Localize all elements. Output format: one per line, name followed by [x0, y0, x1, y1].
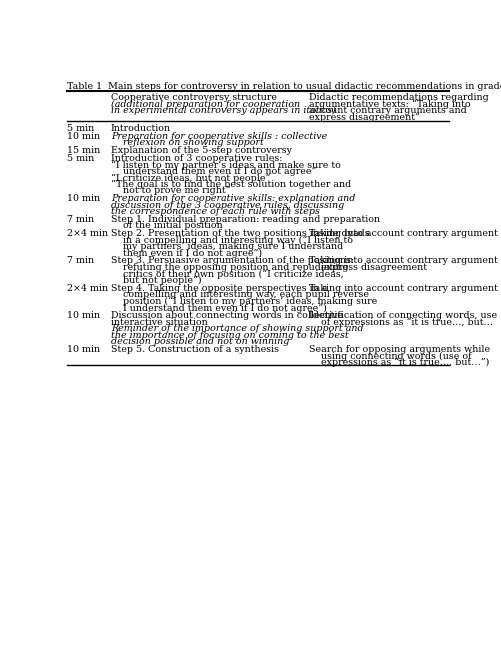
Text: Introduction: Introduction — [111, 124, 170, 133]
Text: Step 1. Individual preparation: reading and preparation: Step 1. Individual preparation: reading … — [111, 215, 379, 224]
Text: “The goal is to find the best solution together and: “The goal is to find the best solution t… — [111, 180, 350, 189]
Text: of the initial position: of the initial position — [111, 222, 222, 230]
Text: Preparation for cooperative skills: explanation and: Preparation for cooperative skills: expl… — [111, 194, 355, 203]
Text: argumentative texts: “Taking into: argumentative texts: “Taking into — [309, 100, 470, 109]
Text: Identification of connecting words, use: Identification of connecting words, use — [309, 311, 496, 320]
Text: understand them even if I do not agree”: understand them even if I do not agree” — [111, 167, 316, 176]
Text: in a compelling and interesting way (“I listen to: in a compelling and interesting way (“I … — [111, 236, 352, 245]
Text: 10 min: 10 min — [67, 345, 100, 354]
Text: but not people”): but not people”) — [111, 276, 201, 286]
Text: Taking into account contrary argument: Taking into account contrary argument — [309, 284, 497, 293]
Text: in experimental controversy appears in italics): in experimental controversy appears in i… — [111, 106, 335, 115]
Text: Step 2. Presentation of the two positions inside dyads: Step 2. Presentation of the two position… — [111, 229, 369, 238]
Text: Introduction of 3 cooperative rules:: Introduction of 3 cooperative rules: — [111, 154, 282, 163]
Text: 10 min: 10 min — [67, 311, 100, 320]
Text: express disagreement”: express disagreement” — [309, 113, 419, 122]
Text: not to prove me right”: not to prove me right” — [111, 186, 230, 196]
Text: 10 min: 10 min — [67, 132, 100, 141]
Text: the correspondence of each rule with steps: the correspondence of each rule with ste… — [111, 207, 319, 216]
Text: 5 min: 5 min — [67, 154, 95, 163]
Text: “I listen to my partner’s ideas and make sure to: “I listen to my partner’s ideas and make… — [111, 160, 340, 170]
Text: using connecting words (use of: using connecting words (use of — [309, 351, 471, 361]
Text: account contrary arguments and: account contrary arguments and — [309, 106, 466, 115]
Text: compelling and interesting way, each pupil reverse: compelling and interesting way, each pup… — [111, 290, 368, 299]
Text: 7 min: 7 min — [67, 215, 94, 224]
Text: I understand them even if I do not agree”): I understand them even if I do not agree… — [111, 303, 326, 312]
Text: Step 5. Construction of a synthesis: Step 5. Construction of a synthesis — [111, 345, 278, 354]
Text: critics of their own position (“I criticize ideas,: critics of their own position (“I critic… — [111, 269, 343, 279]
Text: discussion of the 3 cooperative rules, discussing: discussion of the 3 cooperative rules, d… — [111, 201, 343, 210]
Text: expressions as “it is true…, but…”): expressions as “it is true…, but…”) — [309, 358, 488, 368]
Text: Discussion about connecting words in collective: Discussion about connecting words in col… — [111, 311, 342, 320]
Text: 10 min: 10 min — [67, 194, 100, 203]
Text: 15 min: 15 min — [67, 146, 100, 155]
Text: decision possible and not on winning: decision possible and not on winning — [111, 337, 289, 346]
Text: my partners’ ideas, making sure I understand: my partners’ ideas, making sure I unders… — [111, 243, 342, 251]
Text: express disagreement: express disagreement — [309, 263, 426, 272]
Text: Didactic recommendations regarding: Didactic recommendations regarding — [309, 93, 488, 102]
Text: “I criticize ideas, but not people”: “I criticize ideas, but not people” — [111, 173, 270, 183]
Text: the importance of focusing on coming to the best: the importance of focusing on coming to … — [111, 331, 348, 340]
Text: Search for opposing arguments while: Search for opposing arguments while — [309, 345, 489, 354]
Text: Step 4. Taking the opposite perspectives in a: Step 4. Taking the opposite perspectives… — [111, 284, 327, 293]
Text: interactive situation: interactive situation — [111, 318, 207, 327]
Text: Taking into account contrary argument: Taking into account contrary argument — [309, 229, 497, 238]
Text: of expressions as “it is true…, but…: of expressions as “it is true…, but… — [309, 318, 492, 327]
Text: Table 1  Main steps for controversy in relation to usual didactic recommendation: Table 1 Main steps for controversy in re… — [67, 82, 501, 91]
Text: Taking into account contrary argument: Taking into account contrary argument — [309, 256, 497, 265]
Text: Explanation of the 5-step controversy: Explanation of the 5-step controversy — [111, 146, 291, 155]
Text: Step 3. Persuasive argumentation of the positions:: Step 3. Persuasive argumentation of the … — [111, 256, 353, 265]
Text: 2×4 min: 2×4 min — [67, 229, 108, 238]
Text: them even if I do not agree”): them even if I do not agree”) — [111, 249, 262, 258]
Text: Preparation for cooperative skills : collective: Preparation for cooperative skills : col… — [111, 132, 326, 141]
Text: Cooperative controversy structure: Cooperative controversy structure — [111, 93, 276, 102]
Text: position (“I listen to my partners’ ideas, making sure: position (“I listen to my partners’ idea… — [111, 297, 376, 306]
Text: reflexion on showing support: reflexion on showing support — [111, 138, 263, 147]
Text: Reminder of the importance of showing support and: Reminder of the importance of showing su… — [111, 324, 363, 333]
Text: refuting the opposing position and repudiating: refuting the opposing position and repud… — [111, 263, 348, 272]
Text: 5 min: 5 min — [67, 124, 95, 133]
Text: (additional preparation for cooperation: (additional preparation for cooperation — [111, 100, 299, 109]
Text: 7 min: 7 min — [67, 256, 94, 265]
Text: 2×4 min: 2×4 min — [67, 284, 108, 293]
